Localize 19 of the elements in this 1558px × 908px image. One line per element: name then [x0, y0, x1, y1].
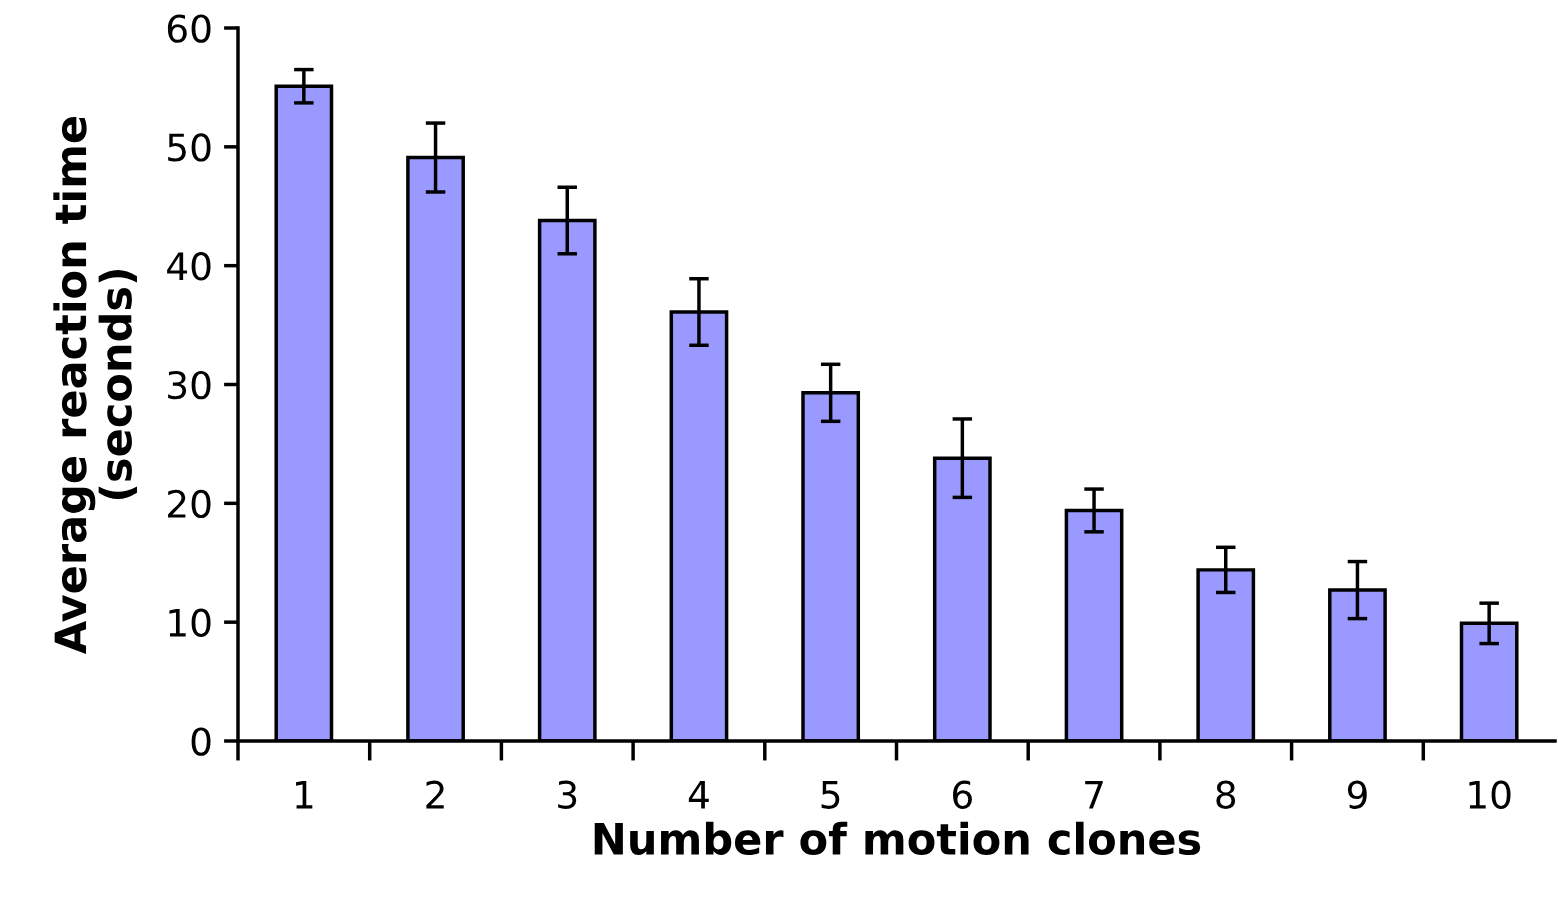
- y-tick-label: 10: [169, 608, 211, 637]
- x-tick-label: 8: [1216, 780, 1236, 809]
- x-axis-title: Number of motion clones: [594, 821, 1201, 856]
- x-tick-label: 9: [1347, 780, 1367, 809]
- x-tick-label: 6: [953, 780, 972, 809]
- y-axis-title: Average reaction time (seconds): [53, 116, 137, 654]
- x-tick-label: 2: [426, 780, 444, 809]
- x-tick-label: 3: [558, 780, 577, 809]
- y-tick-label: 60: [167, 14, 211, 43]
- x-tick-label: 10: [1469, 780, 1511, 809]
- x-tick-label: 4: [688, 781, 709, 809]
- y-tick-label: 0: [191, 727, 211, 756]
- x-tick-label: 5: [821, 781, 840, 809]
- x-tick-label: 1: [296, 781, 313, 809]
- x-tick-label: 7: [1085, 781, 1103, 809]
- y-tick-label: 40: [167, 252, 211, 281]
- y-tick-label: 30: [168, 370, 211, 400]
- y-tick-label: 50: [168, 133, 211, 162]
- y-tick-label: 20: [168, 489, 211, 519]
